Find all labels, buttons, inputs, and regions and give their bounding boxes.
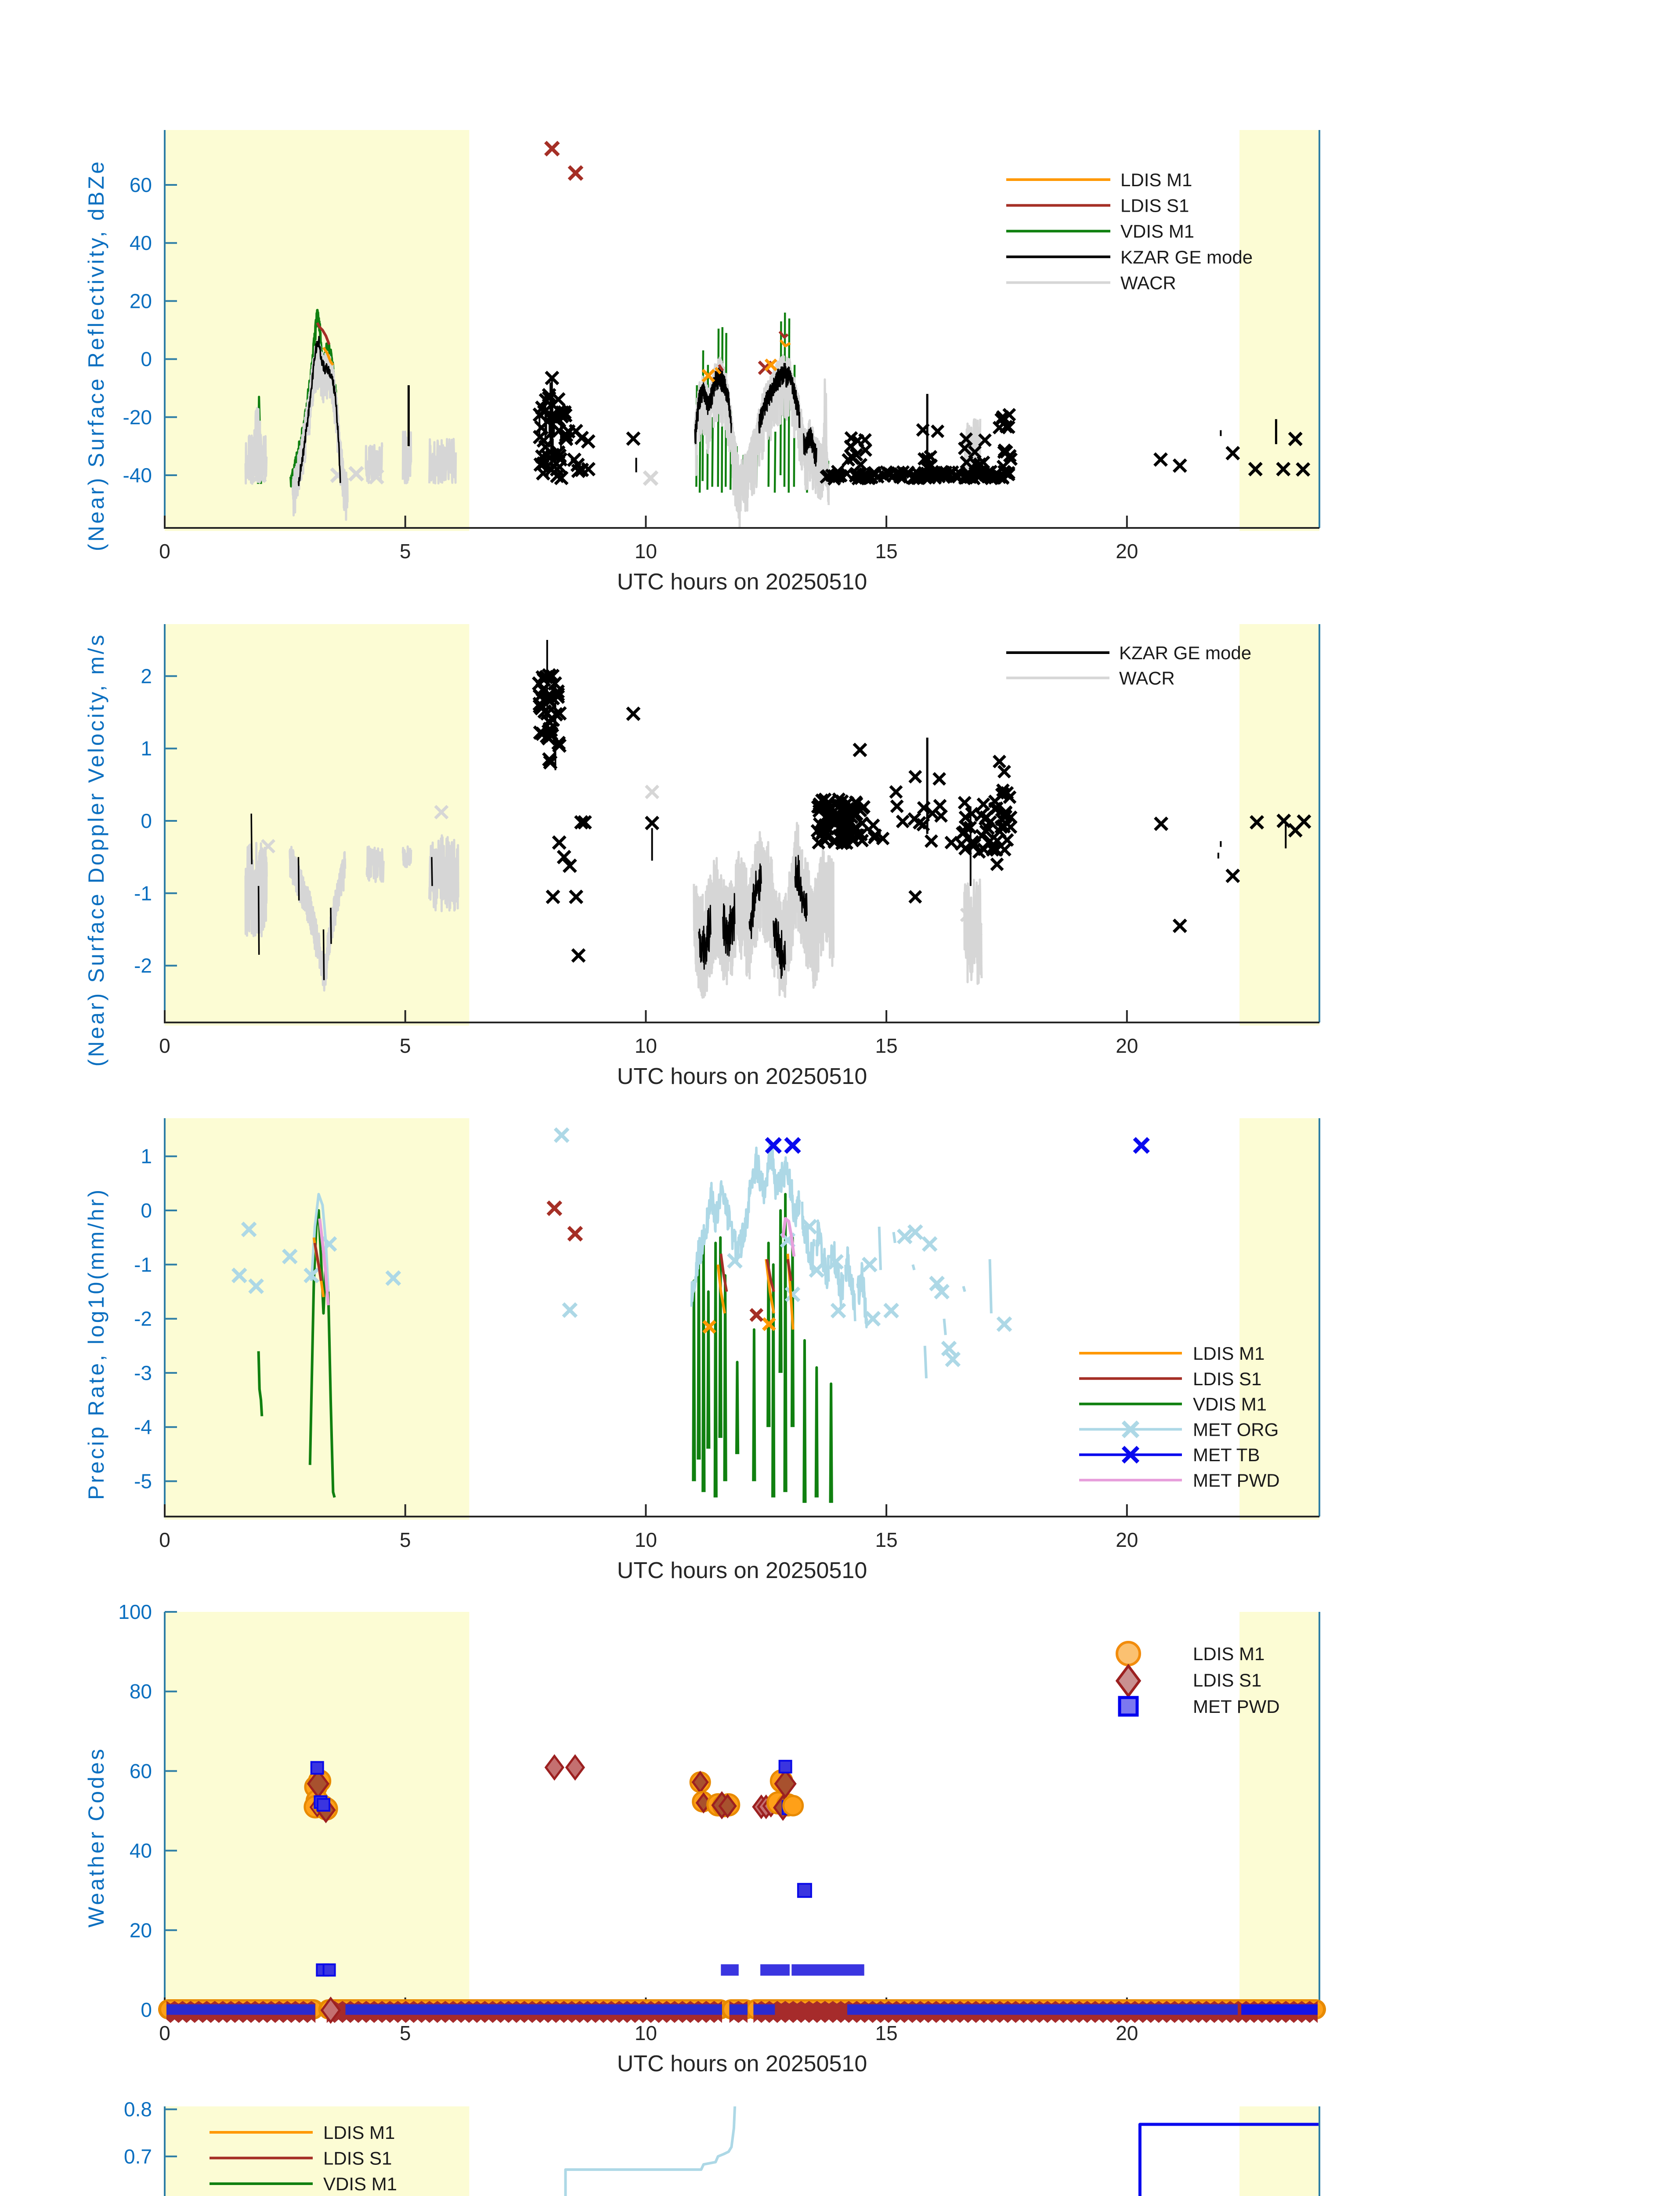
svg-text:-2: -2 (134, 954, 152, 977)
svg-text:20: 20 (1116, 2022, 1138, 2044)
svg-text:60: 60 (130, 173, 152, 196)
svg-text:-3: -3 (134, 1362, 152, 1384)
svg-text:15: 15 (875, 1528, 898, 1551)
svg-text:0: 0 (141, 809, 152, 832)
svg-text:0.6: 0.6 (124, 2192, 152, 2196)
svg-text:-4: -4 (134, 1416, 152, 1438)
svg-text:LDIS S1: LDIS S1 (1193, 1369, 1261, 1389)
svg-text:10: 10 (635, 1528, 657, 1551)
svg-text:1: 1 (141, 737, 152, 760)
svg-text:10: 10 (635, 2022, 657, 2044)
svg-text:LDIS M1: LDIS M1 (323, 2122, 395, 2143)
svg-text:2: 2 (141, 665, 152, 687)
svg-text:-1: -1 (134, 882, 152, 905)
svg-text:15: 15 (875, 1034, 898, 1057)
svg-text:VDIS M1: VDIS M1 (323, 2174, 397, 2194)
svg-text:100: 100 (118, 1600, 152, 1623)
svg-text:0.8: 0.8 (124, 2098, 152, 2121)
svg-text:LDIS M1: LDIS M1 (1193, 1343, 1265, 1364)
svg-text:(Near) Surface Reflectivity, d: (Near) Surface Reflectivity, dBZe (84, 159, 108, 551)
svg-text:20: 20 (1116, 1528, 1138, 1551)
svg-text:KZAR GE mode: KZAR GE mode (1120, 247, 1253, 267)
svg-text:0: 0 (141, 1998, 152, 2021)
svg-text:15: 15 (875, 540, 898, 563)
svg-text:UTC hours on 20250510: UTC hours on 20250510 (617, 2051, 867, 2077)
svg-text:LDIS S1: LDIS S1 (323, 2148, 392, 2169)
svg-text:5: 5 (400, 540, 411, 563)
svg-text:KZAR GE mode: KZAR GE mode (1119, 643, 1251, 663)
svg-text:10: 10 (635, 1034, 657, 1057)
svg-text:LDIS S1: LDIS S1 (1193, 1670, 1261, 1690)
svg-text:0: 0 (141, 1199, 152, 1222)
svg-text:VDIS M1: VDIS M1 (1120, 221, 1194, 242)
svg-text:5: 5 (400, 2022, 411, 2044)
svg-text:-5: -5 (134, 1470, 152, 1493)
svg-text:40: 40 (130, 1839, 152, 1862)
svg-text:WACR: WACR (1120, 272, 1176, 293)
svg-text:UTC hours on 20250510: UTC hours on 20250510 (617, 569, 867, 595)
svg-text:20: 20 (1116, 1034, 1138, 1057)
svg-text:0: 0 (159, 540, 170, 563)
svg-text:-40: -40 (123, 464, 152, 487)
svg-text:80: 80 (130, 1680, 152, 1703)
svg-text:-2: -2 (134, 1307, 152, 1330)
svg-text:0: 0 (159, 2022, 170, 2044)
svg-text:20: 20 (1116, 540, 1138, 563)
svg-text:5: 5 (400, 1034, 411, 1057)
svg-text:15: 15 (875, 2022, 898, 2044)
svg-text:40: 40 (130, 231, 152, 254)
svg-text:VDIS M1: VDIS M1 (1193, 1394, 1267, 1415)
svg-text:UTC hours on 20250510: UTC hours on 20250510 (617, 1064, 867, 1089)
svg-text:10: 10 (635, 540, 657, 563)
svg-text:20: 20 (130, 289, 152, 312)
svg-text:0: 0 (159, 1034, 170, 1057)
svg-text:UTC hours on 20250510: UTC hours on 20250510 (617, 1558, 867, 1583)
svg-text:Precip Rate, log10(mm/hr): Precip Rate, log10(mm/hr) (84, 1188, 108, 1500)
svg-text:LDIS S1: LDIS S1 (1120, 195, 1189, 216)
svg-text:LDIS M1: LDIS M1 (1193, 1643, 1265, 1664)
svg-text:(Near) Surface Doppler Velocit: (Near) Surface Doppler Velocity, m/s (84, 633, 108, 1067)
svg-text:1: 1 (141, 1145, 152, 1168)
svg-text:60: 60 (130, 1759, 152, 1782)
svg-text:Weather Codes: Weather Codes (84, 1747, 108, 1927)
svg-text:0: 0 (159, 1528, 170, 1551)
svg-text:MET TB: MET TB (1193, 1445, 1260, 1465)
svg-text:0.7: 0.7 (124, 2145, 152, 2168)
svg-text:20: 20 (130, 1919, 152, 1942)
svg-text:5: 5 (400, 1528, 411, 1551)
svg-text:-20: -20 (123, 406, 152, 429)
svg-text:MET PWD: MET PWD (1193, 1696, 1280, 1717)
svg-text:WACR: WACR (1119, 668, 1175, 689)
svg-text:MET ORG: MET ORG (1193, 1419, 1279, 1440)
svg-text:0: 0 (141, 348, 152, 371)
svg-text:MET PWD: MET PWD (1193, 1470, 1280, 1491)
svg-text:LDIS M1: LDIS M1 (1120, 170, 1192, 190)
svg-text:-1: -1 (134, 1253, 152, 1276)
